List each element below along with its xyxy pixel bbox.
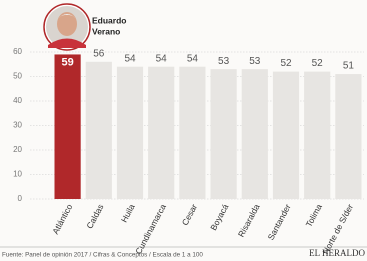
y-tick-label: 30 <box>13 121 22 130</box>
y-tick-label: 20 <box>13 145 22 154</box>
value-label: 56 <box>93 48 105 59</box>
y-tick-label: 0 <box>18 194 23 203</box>
bar <box>179 67 205 199</box>
source: Fuente: Panel de opinión 2017 / Cifras &… <box>2 252 203 259</box>
bar <box>273 72 299 199</box>
bar <box>304 72 330 199</box>
value-label: 52 <box>280 58 292 69</box>
annotation: Eduardo <box>92 15 126 25</box>
y-tick-label: 50 <box>13 72 22 81</box>
y-tick-label: 60 <box>13 47 22 56</box>
bar <box>117 67 143 199</box>
value-label: 51 <box>343 61 355 72</box>
y-tick-label: 10 <box>13 170 22 179</box>
value-label: 53 <box>249 56 261 67</box>
annotation: Verano <box>92 26 120 36</box>
bar <box>242 69 268 199</box>
bar <box>335 74 361 199</box>
value-label: 59 <box>61 56 73 68</box>
value-label: 53 <box>218 56 230 67</box>
y-tick-label: 40 <box>13 96 22 105</box>
chart: Eduardo Verano Fuente: Panel de opinión … <box>0 0 367 261</box>
bar <box>210 69 236 199</box>
bar <box>54 54 80 199</box>
photo <box>44 4 90 50</box>
value-label: 54 <box>187 53 199 64</box>
bar <box>86 62 112 199</box>
brand: EL HERALDO <box>309 248 365 258</box>
value-label: 54 <box>124 53 136 64</box>
value-label: 54 <box>156 53 168 64</box>
value-label: 52 <box>312 58 324 69</box>
bar <box>148 67 174 199</box>
